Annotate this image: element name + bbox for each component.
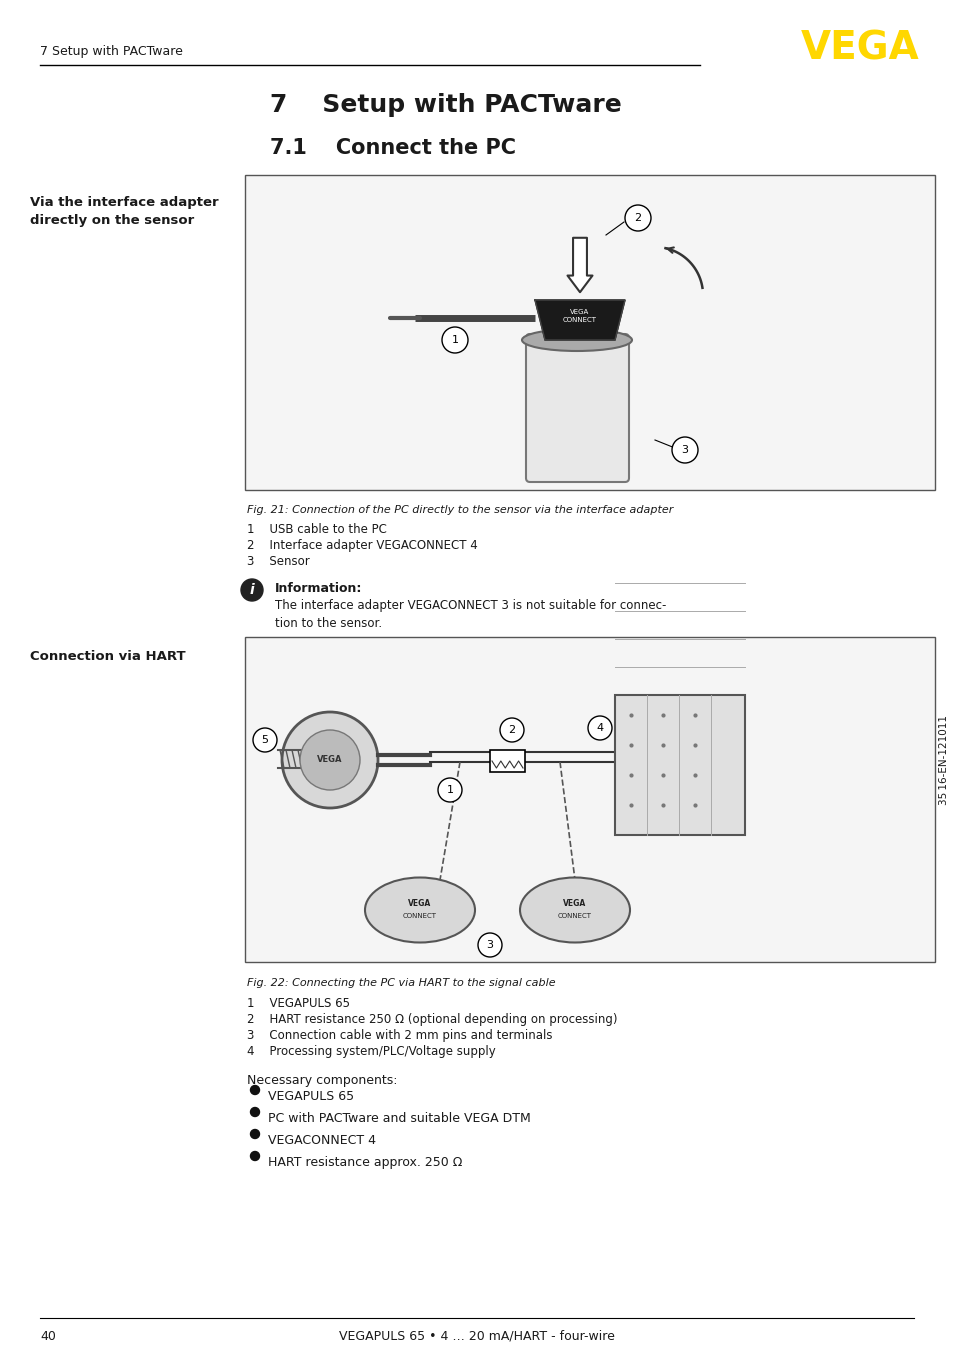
- Text: 1: 1: [446, 785, 453, 795]
- Text: 2    Interface adapter VEGACONNECT 4: 2 Interface adapter VEGACONNECT 4: [247, 539, 477, 552]
- Bar: [615, 695, 744, 835]
- Text: VEGA: VEGA: [317, 756, 342, 765]
- Text: 2: 2: [634, 213, 640, 223]
- Text: VEGA: VEGA: [408, 899, 431, 909]
- Text: Necessary components:: Necessary components:: [247, 1074, 397, 1087]
- Circle shape: [251, 1086, 259, 1094]
- Text: VEGAPULS 65: VEGAPULS 65: [268, 1090, 354, 1104]
- FancyBboxPatch shape: [525, 334, 628, 482]
- Text: 35 16-EN-121011: 35 16-EN-121011: [938, 715, 948, 806]
- Text: 2    HART resistance 250 Ω (optional depending on processing): 2 HART resistance 250 Ω (optional depend…: [247, 1013, 617, 1026]
- Text: 4: 4: [596, 723, 603, 733]
- Text: The interface adapter VEGACONNECT 3 is not suitable for connec-
tion to the sens: The interface adapter VEGACONNECT 3 is n…: [274, 598, 666, 630]
- Ellipse shape: [521, 329, 631, 351]
- Circle shape: [251, 1108, 259, 1117]
- Text: VEGA: VEGA: [563, 899, 586, 909]
- Bar: [490, 750, 524, 772]
- Circle shape: [587, 716, 612, 741]
- Text: 1: 1: [451, 334, 458, 345]
- Text: VEGA: VEGA: [801, 28, 919, 66]
- Text: i: i: [250, 584, 254, 597]
- Text: 3: 3: [680, 445, 688, 455]
- Text: Fig. 22: Connecting the PC via HART to the signal cable: Fig. 22: Connecting the PC via HART to t…: [247, 978, 555, 988]
- Text: 3    Connection cable with 2 mm pins and terminals: 3 Connection cable with 2 mm pins and te…: [247, 1029, 552, 1043]
- Ellipse shape: [365, 877, 475, 942]
- Circle shape: [282, 712, 377, 808]
- Circle shape: [251, 1151, 259, 1160]
- Ellipse shape: [519, 877, 629, 942]
- Circle shape: [624, 204, 650, 232]
- Text: 5: 5: [261, 735, 268, 745]
- Text: Connection via HART: Connection via HART: [30, 650, 186, 663]
- Text: Information:: Information:: [274, 582, 362, 594]
- Text: VEGA
CONNECT: VEGA CONNECT: [562, 310, 597, 322]
- Circle shape: [251, 1129, 259, 1139]
- Circle shape: [299, 730, 359, 789]
- Circle shape: [671, 437, 698, 463]
- Text: Fig. 21: Connection of the PC directly to the sensor via the interface adapter: Fig. 21: Connection of the PC directly t…: [247, 505, 673, 515]
- Bar: [245, 175, 934, 490]
- Text: 2: 2: [508, 724, 515, 735]
- Text: VEGACONNECT 4: VEGACONNECT 4: [268, 1135, 375, 1147]
- Text: CONNECT: CONNECT: [558, 913, 592, 919]
- Circle shape: [477, 933, 501, 957]
- Circle shape: [437, 779, 461, 802]
- Circle shape: [441, 328, 468, 353]
- Circle shape: [241, 580, 263, 601]
- Text: 4    Processing system/PLC/Voltage supply: 4 Processing system/PLC/Voltage supply: [247, 1045, 496, 1057]
- Text: CONNECT: CONNECT: [402, 913, 436, 919]
- Bar: [245, 636, 934, 961]
- Text: 7.1    Connect the PC: 7.1 Connect the PC: [270, 138, 516, 158]
- Text: Via the interface adapter
directly on the sensor: Via the interface adapter directly on th…: [30, 196, 218, 227]
- Text: 7    Setup with PACTware: 7 Setup with PACTware: [270, 93, 621, 116]
- Text: 7 Setup with PACTware: 7 Setup with PACTware: [40, 46, 183, 58]
- Circle shape: [253, 728, 276, 751]
- Polygon shape: [535, 301, 624, 340]
- Text: HART resistance approx. 250 Ω: HART resistance approx. 250 Ω: [268, 1156, 462, 1169]
- Text: 3    Sensor: 3 Sensor: [247, 555, 310, 567]
- FancyArrowPatch shape: [567, 238, 592, 292]
- Text: 40: 40: [40, 1330, 56, 1343]
- Circle shape: [499, 718, 523, 742]
- Text: 3: 3: [486, 940, 493, 951]
- Text: PC with PACTware and suitable VEGA DTM: PC with PACTware and suitable VEGA DTM: [268, 1112, 530, 1125]
- Text: 1    USB cable to the PC: 1 USB cable to the PC: [247, 523, 387, 536]
- Text: 1    VEGAPULS 65: 1 VEGAPULS 65: [247, 997, 350, 1010]
- Text: VEGAPULS 65 • 4 … 20 mA/HART - four-wire: VEGAPULS 65 • 4 … 20 mA/HART - four-wire: [338, 1330, 615, 1343]
